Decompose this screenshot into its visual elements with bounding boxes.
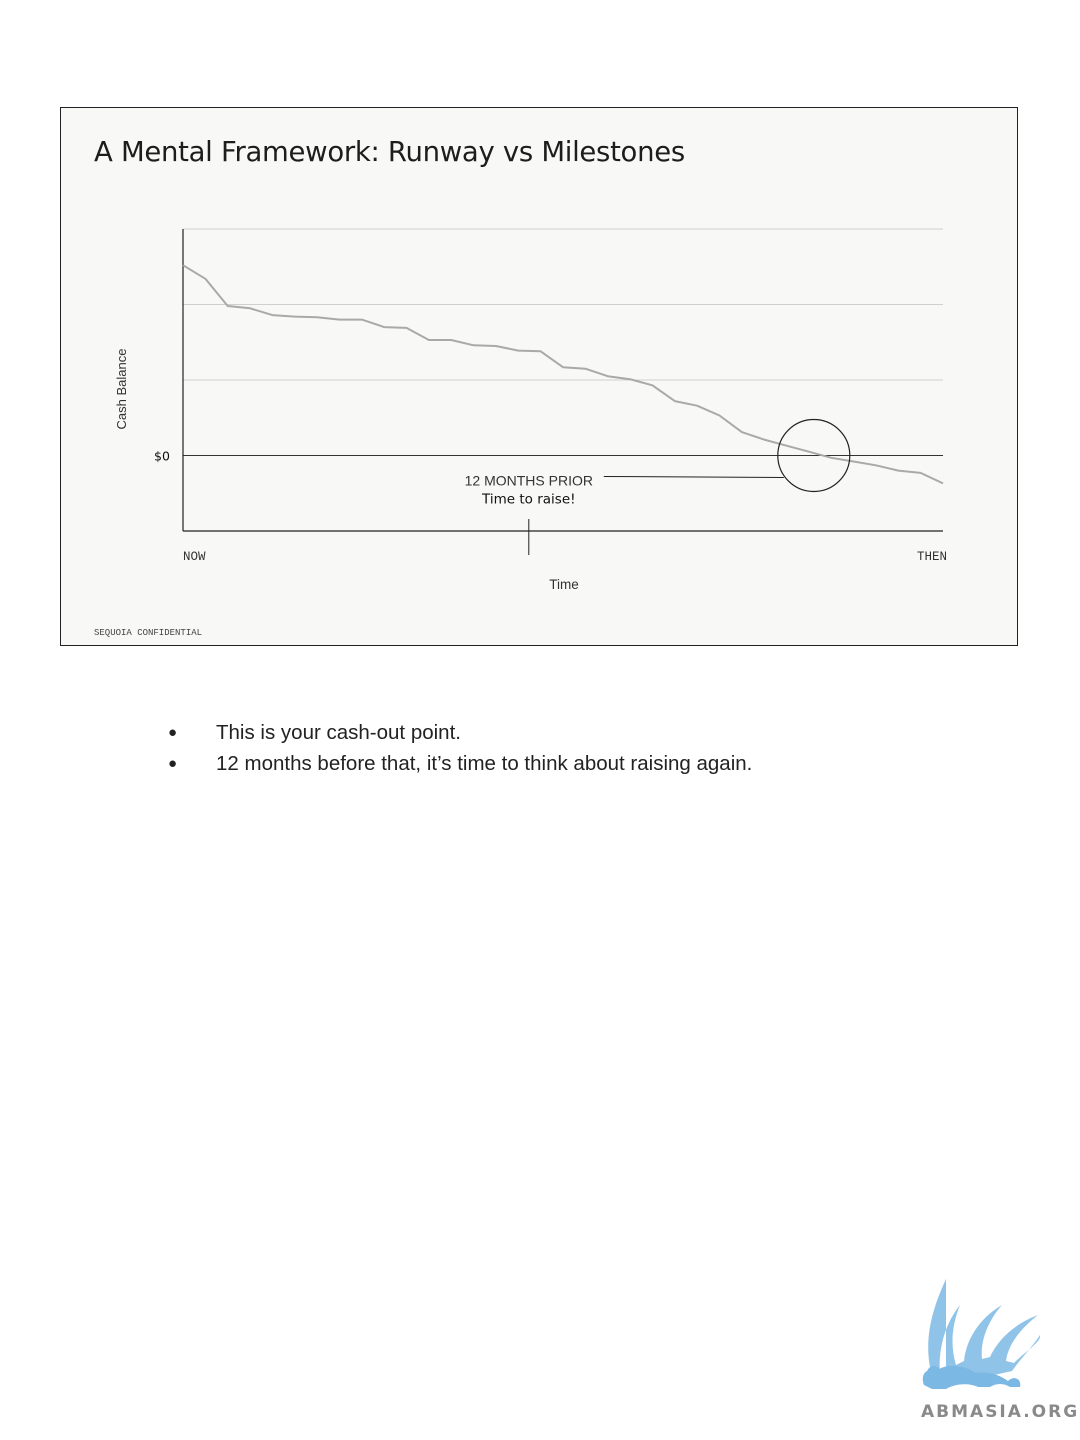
x-end-label: THEN [917, 550, 947, 564]
bullet-dot-icon: ● [168, 724, 178, 741]
x-start-label: NOW [183, 550, 206, 564]
bullet-item: ● This is your cash-out point. [168, 717, 752, 748]
bullet-text: 12 months before that, it’s time to thin… [216, 752, 753, 775]
y-axis-title: Cash Balance [114, 349, 129, 430]
bullet-list: ● This is your cash-out point. ● 12 mont… [168, 717, 752, 779]
confidential-footer: SEQUOIA CONFIDENTIAL [94, 628, 203, 638]
lion-logo-icon [922, 1279, 1041, 1389]
bullet-dot-icon: ● [168, 755, 178, 772]
bullet-item: ● 12 months before that, it’s time to th… [168, 748, 752, 779]
watermark-text: ABMASIA.ORG [921, 1402, 1080, 1422]
slide-frame: A Mental Framework: Runway vs Milestones… [60, 107, 1018, 646]
prior-label: 12 MONTHS PRIOR [465, 473, 593, 489]
cashout-circle-marker [777, 418, 851, 493]
prior-leader-line [603, 476, 784, 478]
cash-balance-line [182, 264, 944, 485]
slide-title: A Mental Framework: Runway vs Milestones [94, 136, 685, 168]
x-axis-title: Time [549, 577, 579, 592]
bullet-text: This is your cash-out point. [216, 721, 461, 744]
zero-label: $0 [154, 449, 170, 464]
prior-sublabel: Time to raise! [481, 492, 576, 508]
runway-chart: 12 MONTHS PRIOR Time to raise! $0 NOW THEN Ti… [114, 228, 947, 592]
